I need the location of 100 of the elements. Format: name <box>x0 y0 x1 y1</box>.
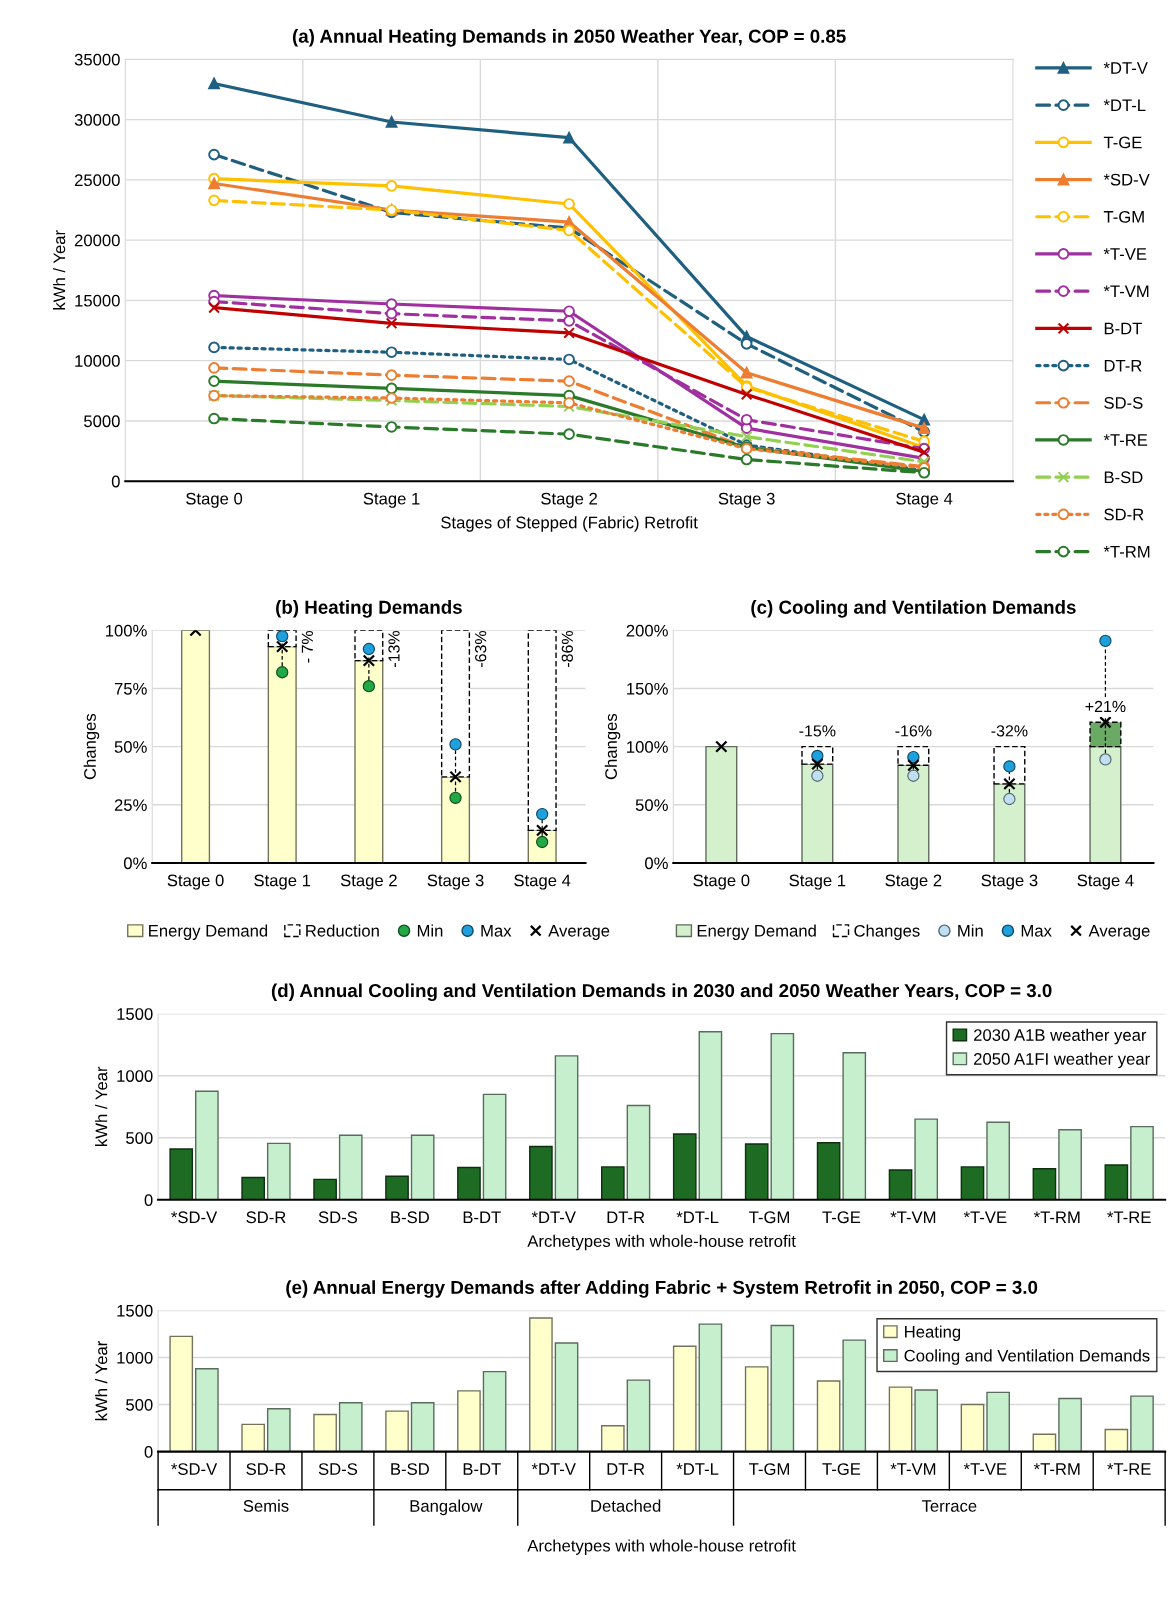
x-tick-label: Stage 0 <box>693 874 750 890</box>
y-tick-label: 15000 <box>75 294 120 307</box>
y-tick-label: 50% <box>635 799 668 812</box>
x-tick-label: B-DT <box>463 1211 501 1223</box>
x-tick-label: DT-R <box>607 1211 645 1223</box>
y-axis-title: kWh / Year <box>95 1341 108 1421</box>
x-tick-label: *DT-V <box>531 1463 576 1475</box>
legend-label: Max <box>1021 925 1052 937</box>
annotation: -15% <box>799 725 836 737</box>
legend-label: *T-VE <box>1103 248 1147 260</box>
annotation: -32% <box>991 725 1028 737</box>
y-tick-label: 1000 <box>117 1070 153 1082</box>
text: Bangalow <box>410 1499 483 1516</box>
legend-label: SD-R <box>1104 508 1144 521</box>
annotation: -63% <box>475 630 487 667</box>
y-tick-label: 25% <box>114 799 147 812</box>
x-tick-label: Stage 2 <box>885 874 942 890</box>
x-tick-label: *T-RE <box>1107 1211 1151 1223</box>
legend-label: Changes <box>854 924 920 940</box>
legend-label: Min <box>958 924 983 937</box>
y-tick-label: 0% <box>123 857 147 870</box>
x-tick-label: Stage 0 <box>186 492 243 508</box>
x-tick-label: *T-RE <box>1107 1463 1151 1475</box>
legend-label: *DT-V <box>1103 62 1148 74</box>
y-tick-label: 75% <box>114 682 147 695</box>
x-tick-label: Stage 1 <box>254 874 311 890</box>
legend-label: *T-VM <box>1103 285 1149 297</box>
legend-label: T-GE <box>1103 136 1142 149</box>
x-tick-label: B-SD <box>391 1463 429 1475</box>
chart-title: (d) Annual Cooling and Ventilation Demands in 2030 and 2050 Weather Years, COP = 3.0 <box>271 983 1052 1002</box>
x-tick-label: B-SD <box>391 1211 429 1224</box>
y-axis-title: Changes <box>83 713 100 780</box>
x-tick-label: Stage 2 <box>541 492 597 508</box>
y-tick-label: 20000 <box>74 234 120 247</box>
x-tick-label: T-GE <box>822 1463 861 1475</box>
annotation: - 7% <box>301 630 313 663</box>
x-tick-label: T-GM <box>749 1463 789 1475</box>
legend-label: B-SD <box>1104 471 1143 484</box>
x-tick-label: *T-VM <box>890 1463 936 1475</box>
y-tick-label: 500 <box>126 1398 153 1411</box>
y-axis-title: kWh / Year <box>95 1066 108 1146</box>
annotation: -13% <box>388 630 400 667</box>
x-tick-label: Stage 4 <box>896 492 953 508</box>
annotation: -86% <box>561 630 573 667</box>
x-tick-label: Stage 3 <box>718 492 775 508</box>
annotation: -16% <box>895 725 932 737</box>
x-tick-label: SD-S <box>318 1211 358 1224</box>
text: Semis <box>243 1499 289 1512</box>
x-tick-label: Stage 1 <box>363 492 420 508</box>
y-tick-label: 0% <box>645 857 668 870</box>
x-tick-label: Stage 3 <box>981 874 1038 890</box>
legend-label: Reduction <box>306 924 379 937</box>
x-tick-label: Stage 4 <box>514 874 571 890</box>
y-tick-label: 100% <box>106 624 147 637</box>
legend-label: Max <box>481 925 512 937</box>
y-tick-label: 25000 <box>74 174 120 187</box>
legend-label: 2030 A1B weather year <box>974 1028 1147 1045</box>
y-tick-label: 150% <box>627 682 668 695</box>
x-tick-label: *T-VM <box>890 1211 936 1223</box>
chart-title: (c) Cooling and Ventilation Demands <box>751 600 1076 618</box>
x-tick-label: Stage 3 <box>427 874 484 890</box>
y-tick-label: 1500 <box>117 1008 153 1020</box>
y-tick-label: 30000 <box>74 114 120 126</box>
legend-label: SD-S <box>1104 396 1143 409</box>
x-tick-label: T-GE <box>822 1211 861 1224</box>
legend-label: Average <box>548 925 610 940</box>
legend-label: Energy Demand <box>149 924 268 940</box>
x-tick-label: *T-VE <box>963 1463 1007 1475</box>
y-tick-label: 0 <box>144 1194 153 1206</box>
legend-label: DT-R <box>1104 359 1142 372</box>
legend-label: Min <box>417 924 443 937</box>
legend-label: 2050 A1FI weather year <box>974 1052 1150 1069</box>
x-tick-label: Stage 2 <box>340 874 397 890</box>
y-tick-label: 0 <box>144 1446 153 1458</box>
x-tick-label: B-DT <box>463 1463 501 1475</box>
x-tick-label: SD-R <box>246 1211 286 1224</box>
x-tick-label: *DT-V <box>531 1211 576 1223</box>
text: Detached <box>591 1499 661 1512</box>
legend-label: *T-RE <box>1103 434 1148 446</box>
chart-title: (b) Heating Demands <box>276 600 462 618</box>
x-tick-label: Stage 4 <box>1077 874 1134 890</box>
x-tick-label: *DT-L <box>676 1211 719 1223</box>
legend-label: T-GM <box>1103 210 1144 223</box>
y-tick-label: 1000 <box>117 1351 153 1364</box>
y-tick-label: 200% <box>626 624 668 637</box>
y-tick-label: 1500 <box>117 1304 153 1317</box>
x-tick-label: SD-S <box>318 1463 358 1475</box>
legend-label: Average <box>1088 925 1150 940</box>
y-tick-label: 500 <box>126 1132 153 1144</box>
x-tick-label: *T-VE <box>963 1211 1007 1223</box>
x-tick-label: Stage 1 <box>789 874 846 890</box>
y-tick-label: 0 <box>111 475 120 488</box>
x-axis-title: Stages of Stepped (Fabric) Retrofit <box>441 516 698 532</box>
x-tick-label: *T-RM <box>1033 1463 1080 1475</box>
annotation: +21% <box>1085 700 1126 713</box>
legend-label: B-DT <box>1104 322 1142 335</box>
legend-label: Cooling and Ventilation Demands <box>904 1349 1150 1365</box>
y-tick-label: 10000 <box>75 355 120 367</box>
chart-title: (e) Annual Energy Demands after Adding Fabric + System Retrofit in 2050, COP = 3.0 <box>286 1280 1038 1298</box>
y-axis-title: kWh / Year <box>53 230 66 310</box>
